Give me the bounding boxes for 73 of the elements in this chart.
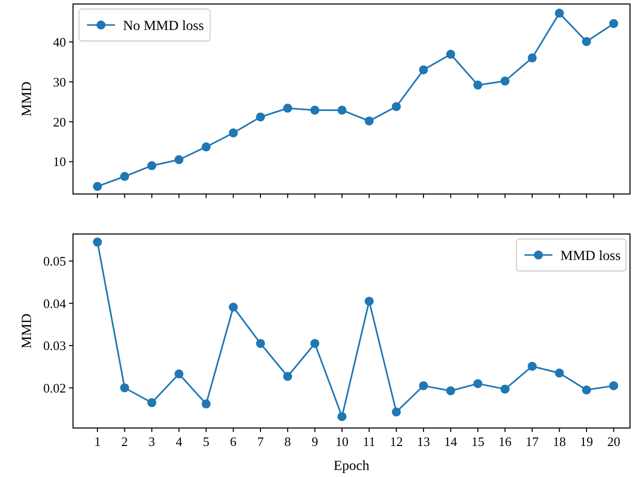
point [120,172,130,181]
point [473,379,482,388]
x-tick-label: 19 [580,434,594,449]
y-tick-label: 40 [53,34,66,50]
x-tick-label: 9 [312,434,318,449]
x-tick-label: 3 [148,434,156,449]
x-tick-label: 20 [607,434,620,449]
point [473,80,482,90]
point [528,53,537,62]
point [283,104,292,113]
point [147,161,156,170]
point [419,65,428,74]
point [310,338,320,348]
x-tick-label: 15 [471,434,484,449]
point [120,383,130,392]
point [256,338,265,348]
x-tick-label: 18 [552,434,566,449]
point [364,296,374,306]
point [582,385,592,394]
point [147,398,156,408]
point [392,102,401,112]
point [500,384,510,394]
point [174,155,184,164]
point [609,381,618,390]
y-tick-label: 0.03 [43,338,66,354]
y-tick-label: 0.04 [43,296,66,311]
x-tick-label: 16 [498,434,512,449]
point [228,128,238,138]
y-axis-title: MMD [20,313,35,349]
y-tick-label: 10 [53,154,66,170]
point [283,372,292,381]
point [392,407,401,416]
point [554,8,564,18]
point [582,37,592,46]
point [609,19,618,28]
x-tick-label: 2 [121,434,128,449]
point [256,112,265,122]
point [528,362,537,371]
x-tick-label: 13 [417,434,430,449]
point [92,182,102,191]
point [310,106,320,115]
point [337,106,346,115]
x-tick-label: 1 [94,434,101,449]
x-tick-label: 14 [444,434,458,449]
point [446,386,456,396]
x-tick-label: 17 [526,434,540,449]
point [364,116,374,126]
point [228,302,238,312]
point [337,412,346,422]
point [174,369,184,378]
legend-label: MMD loss [560,248,621,264]
y-axis-title: MMD [20,81,35,117]
x-tick-label: 11 [362,434,376,449]
y-tick-label: 20 [53,114,66,130]
point [554,368,564,378]
point [500,76,510,86]
legend-label: No MMD loss [123,18,204,34]
x-tick-label: 6 [230,434,238,449]
point [202,399,211,408]
y-tick-label: 30 [53,74,66,90]
point [202,142,211,152]
y-tick-label: 0.02 [43,380,66,396]
x-tick-label: 4 [176,434,183,449]
point [92,238,102,247]
x-tick-label: 10 [335,434,348,449]
x-tick-label: 8 [284,434,291,449]
x-tick-label: 7 [257,434,264,449]
point [419,381,428,390]
x-tick-label: 12 [390,434,403,449]
y-tick-label: 0.05 [43,254,66,269]
x-tick-label: 5 [202,434,210,449]
x-axis-title: Epoch [334,459,370,474]
point [446,50,456,59]
